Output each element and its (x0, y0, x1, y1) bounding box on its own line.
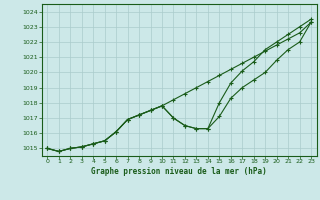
X-axis label: Graphe pression niveau de la mer (hPa): Graphe pression niveau de la mer (hPa) (91, 167, 267, 176)
